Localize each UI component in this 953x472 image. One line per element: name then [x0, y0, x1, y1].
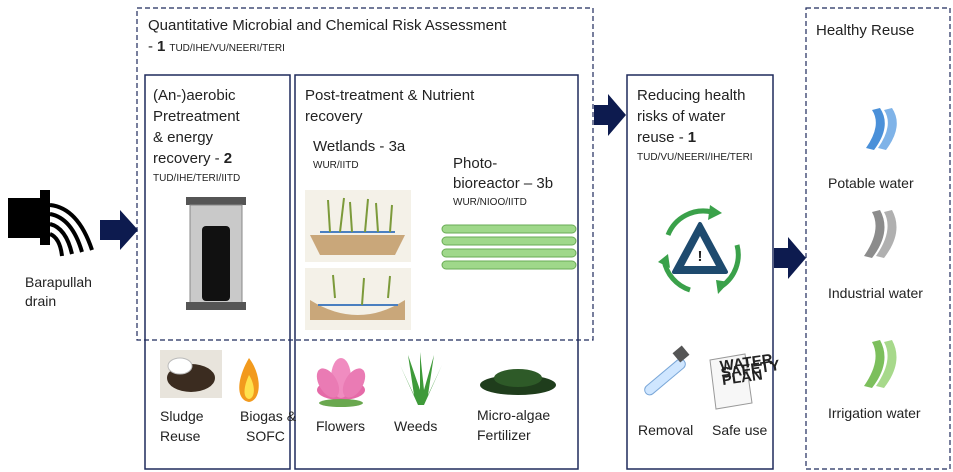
- weeds-icon: [400, 352, 442, 405]
- qmcra-subtitle: -1 TUD/IHE/VU/NEERI/TERI: [148, 38, 285, 55]
- flame-icon: [239, 358, 259, 402]
- label-line: Reuse: [160, 428, 201, 444]
- label-line: Biogas &: [240, 408, 297, 424]
- number: 1: [688, 129, 696, 146]
- title-line: recovery: [305, 108, 363, 125]
- photobioreactor-partners: WUR/NIOO/IITD: [453, 197, 527, 208]
- flow-arrows-part: [594, 94, 626, 136]
- healthy-reuse-title: Healthy Reuse: [816, 22, 914, 39]
- title-line: (An-)aerobic: [153, 87, 236, 104]
- label-line: Sludge: [160, 408, 204, 424]
- title-line: recovery -: [153, 150, 220, 167]
- post-treatment-title: Post-treatment & Nutrient recovery: [305, 87, 475, 125]
- risk-partners: TUD/VU/NEERI/IHE/TERI: [637, 152, 753, 163]
- reuse-item: Irrigation water: [828, 405, 921, 421]
- output-label: Weeds: [394, 418, 437, 434]
- title-line: bioreactor – 3b: [453, 175, 553, 192]
- output-label: Biogas & SOFC: [240, 408, 297, 444]
- photobioreactor-icon-part: [442, 249, 576, 257]
- uv-lamp-icon: [643, 346, 690, 397]
- output-label: Safe use: [712, 422, 767, 438]
- title-line: Pretreatment: [153, 108, 241, 125]
- uv-lamp-icon-part: [673, 346, 690, 363]
- flower-icon: [312, 358, 370, 407]
- wetland-illustration-part: [310, 235, 405, 255]
- potable-water-icon: [866, 108, 897, 150]
- photobioreactor-icon-part: [442, 261, 576, 269]
- number: 1: [157, 38, 165, 55]
- wetland-illustration: [305, 190, 411, 330]
- title-line: reuse -: [637, 129, 684, 146]
- uv-lamp-icon-part: [643, 357, 688, 397]
- wetland-illustration-part: [305, 268, 411, 330]
- output-label: Flowers: [316, 418, 365, 434]
- reactor-icon-part: [186, 197, 246, 205]
- drain-label: Barapullah drain: [25, 274, 92, 309]
- sludge-icon: [160, 350, 222, 398]
- diagram: Barapullah drain Quantitative Microbial a…: [0, 0, 953, 472]
- dash: -: [148, 38, 153, 55]
- reactor-icon: [186, 197, 246, 310]
- label-line: Micro-algae: [477, 407, 550, 423]
- risk-title: Reducing health risks of water reuse -1: [637, 87, 750, 146]
- risk-cycle-icon-part: [716, 280, 729, 294]
- algae-icon: [480, 369, 556, 395]
- drain-icon-part: [8, 190, 50, 245]
- photobioreactor-icon: [442, 225, 576, 269]
- drain-icon: [8, 190, 92, 256]
- weeds-icon-part: [400, 352, 442, 405]
- wetlands-title: Wetlands - 3a: [313, 138, 406, 155]
- qmcra-title: Quantitative Microbial and Chemical Risk…: [148, 17, 507, 34]
- output-label: Sludge Reuse: [160, 408, 204, 444]
- photobioreactor-icon-part: [442, 237, 576, 245]
- pretreatment-partners: TUD/IHE/TERI/IITD: [153, 173, 240, 184]
- photobioreactor-icon-part: [442, 225, 576, 233]
- reuse-item: Industrial water: [828, 285, 923, 301]
- irrigation-water-icon: [864, 340, 897, 388]
- sludge-icon-part: [168, 358, 192, 374]
- title-line: Post-treatment & Nutrient: [305, 87, 475, 104]
- flow-arrows-part: [100, 210, 138, 250]
- reactor-icon-part: [186, 302, 246, 310]
- flow-arrows-part: [774, 237, 806, 279]
- title-line: Reducing health: [637, 87, 745, 104]
- drain-icon-part: [50, 234, 62, 256]
- industrial-water-icon: [864, 210, 897, 258]
- title-line: & energy: [153, 129, 214, 146]
- partners: TUD/IHE/VU/NEERI/TERI: [169, 43, 285, 54]
- reuse-item: Potable water: [828, 175, 914, 191]
- label-line: drain: [25, 293, 56, 309]
- output-label: Removal: [638, 422, 693, 438]
- label-line: SOFC: [246, 428, 285, 444]
- title-line: risks of water: [637, 108, 725, 125]
- output-label: Micro-algae Fertilizer: [477, 407, 550, 443]
- algae-icon-part: [494, 369, 542, 387]
- reactor-icon-part: [202, 226, 230, 301]
- photobioreactor-title: Photo-bioreactor – 3b: [453, 155, 553, 192]
- number: 2: [224, 150, 232, 167]
- label-line: Barapullah: [25, 274, 92, 290]
- wetlands-partners: WUR/IITD: [313, 160, 359, 171]
- warning-mark: !: [698, 248, 703, 265]
- label-line: Fertilizer: [477, 427, 531, 443]
- title-line: Photo-: [453, 155, 497, 172]
- pretreatment-title: (An-)aerobic Pretreatment & energy recov…: [153, 87, 244, 167]
- risk-cycle-icon-part: [708, 205, 722, 220]
- flower-icon-part: [319, 399, 363, 407]
